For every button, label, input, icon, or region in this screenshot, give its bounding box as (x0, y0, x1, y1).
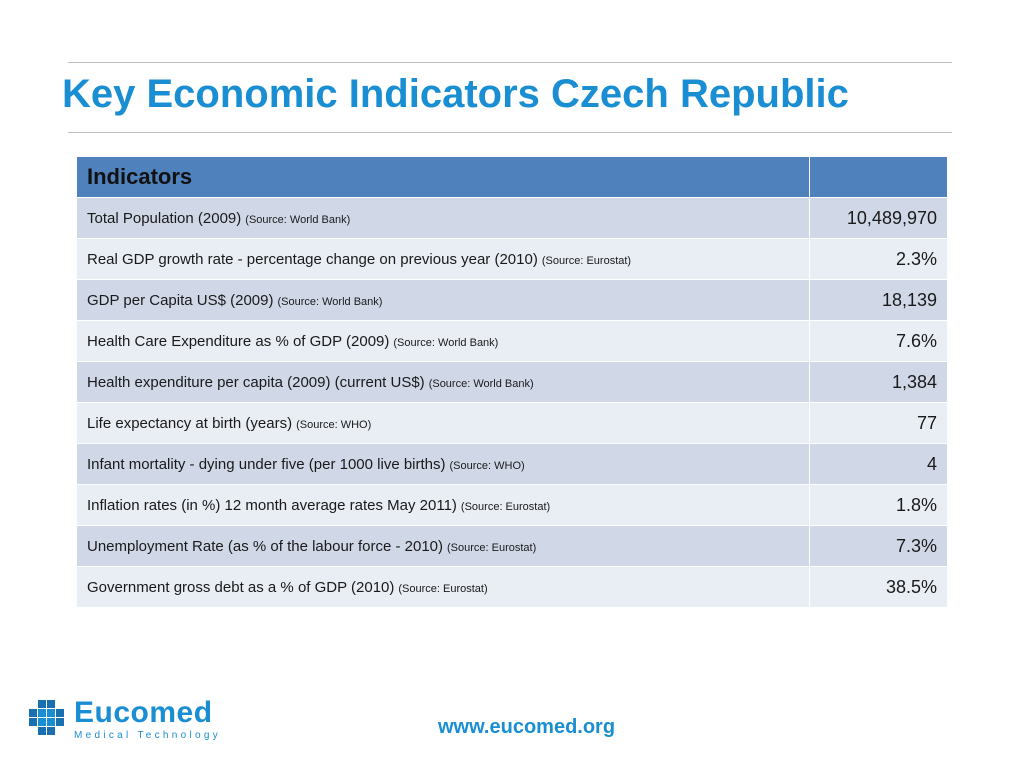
website-link[interactable]: www.eucomed.org (438, 716, 616, 738)
table-header-row: Indicators (76, 156, 948, 198)
indicator-value: 7.6% (809, 320, 948, 362)
indicator-label: Infant mortality - dying under five (per… (87, 455, 446, 473)
indicator-value: 4 (809, 443, 948, 485)
indicator-source: (Source: Eurostat) (398, 582, 488, 595)
page-title: Key Economic Indicators Czech Republic (62, 72, 849, 116)
indicator-source: (Source: World Bank) (428, 377, 534, 390)
indicator-cell: Inflation rates (in %) 12 month average … (76, 484, 810, 526)
table-row: GDP per Capita US$ (2009) (Source: World … (76, 279, 948, 321)
indicator-source: (Source: Eurostat) (460, 500, 551, 513)
indicator-cell: Infant mortality - dying under five (per… (76, 443, 810, 485)
indicator-value: 18,139 (809, 279, 948, 321)
indicator-label: Government gross debt as a % of GDP (201… (87, 578, 395, 596)
indicator-cell: Total Population (2009) (Source: World Ba… (76, 197, 810, 239)
indicators-table: Indicators Total Population (2009) (Sourc… (76, 156, 948, 608)
indicator-value: 2.3% (809, 238, 948, 280)
indicator-value: 7.3% (809, 525, 948, 567)
indicator-cell: GDP per Capita US$ (2009) (Source: World … (76, 279, 810, 321)
header-value (809, 156, 948, 198)
indicator-value: 77 (809, 402, 948, 444)
indicator-label: Real GDP growth rate - percentage change… (87, 250, 538, 268)
table-body: Total Population (2009) (Source: World Ba… (76, 197, 948, 608)
indicator-source: (Source: World Bank) (277, 295, 383, 308)
indicator-source: (Source: Eurostat) (541, 254, 632, 267)
eucomed-grid-icon (29, 699, 64, 735)
indicator-label: Health expenditure per capita (2009) (cu… (87, 373, 425, 391)
indicator-cell: Life expectancy at birth (years) (Source:… (76, 402, 810, 444)
indicator-source: (Source: Eurostat) (447, 541, 537, 554)
title-divider (68, 132, 952, 133)
indicator-label: Inflation rates (in %) 12 month average … (87, 496, 457, 514)
indicator-source: (Source: WHO) (296, 418, 372, 431)
indicator-source: (Source: WHO) (449, 459, 525, 472)
indicator-cell: Health expenditure per capita (2009) (cu… (76, 361, 810, 403)
indicator-cell: Real GDP growth rate - percentage change… (76, 238, 810, 280)
table-row: Real GDP growth rate - percentage change… (76, 238, 948, 280)
logo-tagline: Medical Technology (74, 730, 222, 741)
logo-name: Eucomed (74, 696, 213, 729)
indicator-label: Unemployment Rate (as % of the labour fo… (87, 537, 444, 555)
table-row: Inflation rates (in %) 12 month average … (76, 484, 948, 526)
indicator-value: 10,489,970 (809, 197, 948, 239)
eucomed-logo: Eucomed Medical Technology (26, 698, 221, 741)
table-row: Government gross debt as a % of GDP (201… (76, 566, 948, 608)
header-indicators: Indicators (76, 156, 810, 198)
indicator-label: Life expectancy at birth (years) (87, 414, 293, 432)
indicator-value: 1,384 (809, 361, 948, 403)
table-row: Unemployment Rate (as % of the labour fo… (76, 525, 948, 567)
indicator-source: (Source: World Bank) (393, 336, 499, 349)
table-row: Total Population (2009) (Source: World Ba… (76, 197, 948, 239)
indicator-cell: Health Care Expenditure as % of GDP (200… (76, 320, 810, 362)
indicator-label: Health Care Expenditure as % of GDP (200… (87, 332, 390, 350)
table-row: Life expectancy at birth (years) (Source:… (76, 402, 948, 444)
indicator-label: GDP per Capita US$ (2009) (87, 291, 274, 309)
indicator-source: (Source: World Bank) (245, 213, 351, 226)
indicator-value: 38.5% (809, 566, 948, 608)
table-row: Health expenditure per capita (2009) (cu… (76, 361, 948, 403)
indicator-cell: Government gross debt as a % of GDP (201… (76, 566, 810, 608)
indicator-label: Total Population (2009) (87, 209, 242, 227)
table-row: Infant mortality - dying under five (per… (76, 443, 948, 485)
table-row: Health Care Expenditure as % of GDP (200… (76, 320, 948, 362)
indicator-cell: Unemployment Rate (as % of the labour fo… (76, 525, 810, 567)
indicator-value: 1.8% (809, 484, 948, 526)
top-divider (68, 62, 952, 63)
